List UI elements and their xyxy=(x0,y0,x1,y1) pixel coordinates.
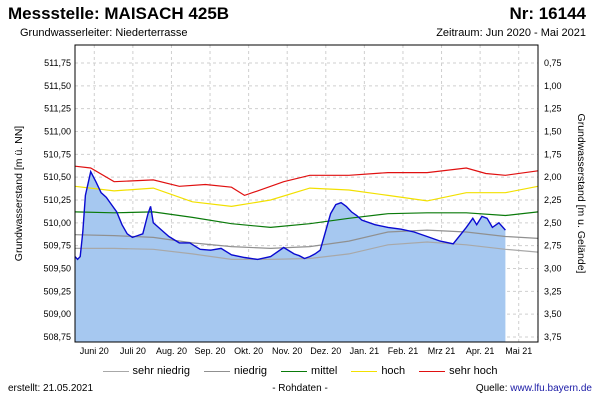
x-tick-label: Juli 20 xyxy=(120,346,146,356)
legend-label: hoch xyxy=(381,365,406,377)
series-line-measured xyxy=(74,169,506,261)
series-line-niedrig xyxy=(74,229,539,250)
y2-tick-label: 2,75 xyxy=(544,241,562,251)
plot-frame xyxy=(74,44,539,343)
legend-swatch xyxy=(351,370,378,372)
x-tick-label: Feb. 21 xyxy=(388,346,419,356)
y-tick-label: 509,50 xyxy=(43,264,71,274)
y-tick-label: 511,25 xyxy=(44,104,71,114)
station-number: Nr: 16144 xyxy=(509,4,586,23)
legend-item-mittel: mittel xyxy=(281,365,337,377)
series-line-mittel xyxy=(74,211,539,229)
x-tick-label: Aug. 20 xyxy=(156,346,187,356)
y-tick-label: 510,25 xyxy=(43,195,71,205)
y-tick-label: 509,00 xyxy=(43,309,71,319)
y2-tick-label: 1,00 xyxy=(544,81,562,91)
source-credit: Quelle: www.lfu.bayern.de xyxy=(476,383,592,394)
x-tick-label: Jan. 21 xyxy=(350,346,380,356)
x-tick-label: Okt. 20 xyxy=(234,346,263,356)
y2-tick-label: 2,50 xyxy=(544,218,562,228)
y2-tick-label: 3,50 xyxy=(544,309,562,319)
x-tick-label: Juni 20 xyxy=(80,346,109,356)
aquifer-label: Grundwasserleiter: Niederterrasse xyxy=(20,27,188,39)
x-tick-label: Apr. 21 xyxy=(466,346,495,356)
y2-tick-label: 2,00 xyxy=(544,172,562,182)
y2-tick-label: 3,75 xyxy=(544,332,562,342)
y-tick-label: 510,50 xyxy=(43,172,71,182)
y-tick-label: 509,75 xyxy=(43,241,71,251)
x-tick-label: Dez. 20 xyxy=(310,346,341,356)
legend-item-niedrig: niedrig xyxy=(204,365,267,377)
y-tick-label: 511,00 xyxy=(44,127,71,137)
measured-area xyxy=(75,171,506,342)
legend-label: sehr niedrig xyxy=(132,365,190,377)
station-title: Messstelle: MAISACH 425B xyxy=(8,4,230,23)
x-tick-label: Mrz 21 xyxy=(428,346,456,356)
x-tick-label: Nov. 20 xyxy=(272,346,302,356)
y-tick-label: 510,00 xyxy=(43,218,71,228)
legend-label: mittel xyxy=(311,365,338,377)
y2-tick-label: 2,25 xyxy=(544,195,562,205)
y2-tick-label: 3,25 xyxy=(544,286,562,296)
legend-item-sehr-niedrig: sehr niedrig xyxy=(102,365,190,377)
legend-label: sehr hoch xyxy=(449,365,498,377)
y-axis-title: Grundwasserstand [m ü. NN] xyxy=(13,126,25,261)
y-tick-label: 509,25 xyxy=(43,286,71,296)
x-tick-label: Mai 21 xyxy=(505,346,532,356)
x-tick-label: Sep. 20 xyxy=(195,346,226,356)
y-tick-label: 508,75 xyxy=(43,332,71,342)
series-line-hoch xyxy=(74,185,539,208)
y-tick-label: 511,75 xyxy=(44,58,71,68)
series-line-sehr-niedrig xyxy=(75,241,539,260)
y-tick-label: 510,75 xyxy=(43,149,71,159)
y2-axis-title: Grundwasserstand [m u. Gelände] xyxy=(575,114,587,274)
source-link[interactable]: www.lfu.bayern.de xyxy=(510,383,592,394)
data-mode-label: - Rohdaten - xyxy=(272,383,328,394)
y2-tick-label: 1,75 xyxy=(544,149,562,159)
created-date: erstellt: 21.05.2021 xyxy=(8,383,94,394)
y-tick-label: 511,50 xyxy=(44,81,71,91)
legend-item-sehr-hoch: sehr hoch xyxy=(419,365,497,377)
y2-tick-label: 0,75 xyxy=(544,58,562,68)
legend-swatch xyxy=(204,370,230,372)
y2-tick-label: 3,00 xyxy=(544,264,562,274)
chart-legend: sehr niedrig niedrig mittel hoch sehr hoch xyxy=(0,365,600,377)
series-line-sehr-hoch xyxy=(74,165,539,197)
y2-tick-label: 1,25 xyxy=(544,104,562,114)
legend-swatch xyxy=(281,370,308,372)
legend-item-hoch: hoch xyxy=(351,365,405,377)
y2-tick-label: 1,50 xyxy=(544,127,562,137)
legend-label: niedrig xyxy=(234,365,268,377)
legend-swatch xyxy=(419,370,446,372)
source-prefix: Quelle: xyxy=(475,383,511,394)
period-label: Zeitraum: Jun 2020 - Mai 2021 xyxy=(436,27,586,39)
legend-swatch xyxy=(102,370,129,372)
